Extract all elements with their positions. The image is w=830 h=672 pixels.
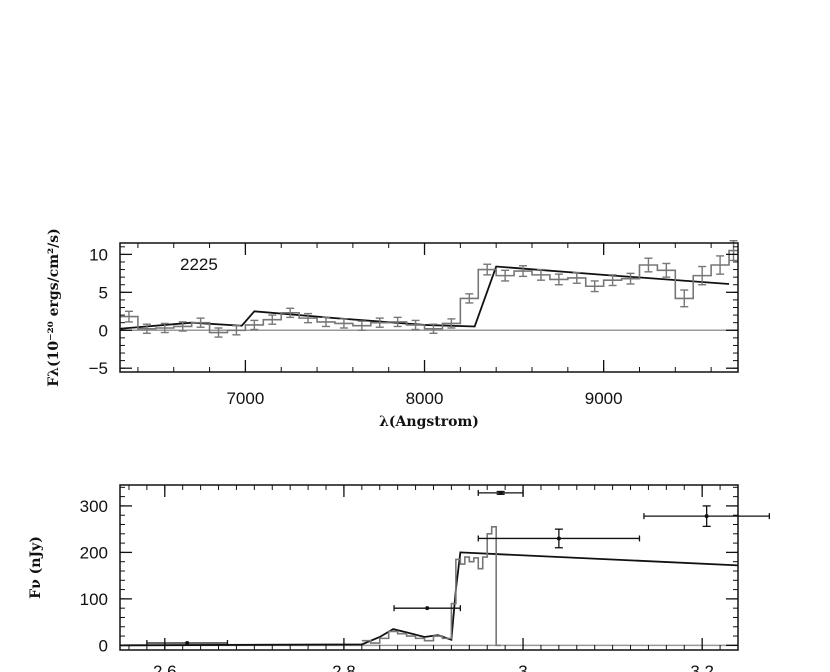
data-point [498, 490, 503, 495]
top-spectrum-panel: 7000 8000 9000 −5 0 5 10 λ(Angstrom) Fλ(10⁻²⁰ er… [46, 228, 739, 430]
model-line [119, 551, 739, 647]
data-point [425, 606, 430, 611]
model-line [119, 265, 730, 330]
x-tick-label: 3.2 [690, 662, 714, 672]
object-id-label: 2225 [180, 255, 218, 274]
y-axis-label: Fλ(10⁻²⁰ ergs/cm²/s) [46, 228, 62, 387]
y-tick-label: 100 [80, 590, 108, 609]
y-tick-label: 10 [89, 245, 108, 264]
x-tick-label: 8000 [406, 389, 444, 408]
bottom-flux-panel: 2.6 2.8 3 3.2 0 100 200 300 Fν (nJy) [28, 484, 770, 672]
observed-step-line [361, 526, 501, 647]
x-axis-label: λ(Angstrom) [379, 414, 479, 430]
y-tick-label: 5 [99, 283, 108, 302]
x-tick-label: 2.6 [153, 662, 177, 672]
data-point [704, 514, 709, 519]
y-tick-label: 200 [80, 543, 108, 562]
y-axis-label: Fν (nJy) [28, 536, 44, 599]
y-tick-label: −5 [89, 359, 108, 378]
x-tick-label: 7000 [226, 389, 264, 408]
x-tick-label: 3 [518, 662, 527, 672]
plot-frame [119, 484, 739, 651]
y-tick-label: 300 [80, 497, 108, 516]
data-point [185, 641, 190, 646]
data-point [556, 536, 561, 541]
y-tick-label: 0 [99, 321, 108, 340]
y-tick-label: 0 [99, 636, 108, 655]
x-tick-label: 2.8 [332, 662, 356, 672]
x-tick-label: 9000 [585, 389, 623, 408]
